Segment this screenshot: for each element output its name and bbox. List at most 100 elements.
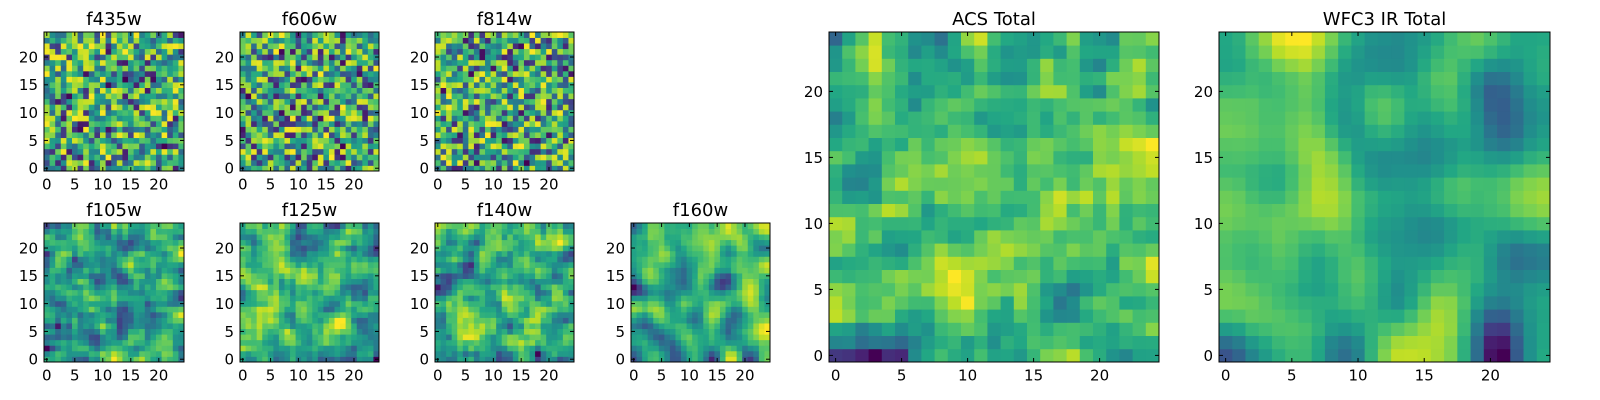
- heatmap-cell: [535, 104, 542, 111]
- heatmap-cell: [373, 132, 380, 139]
- heatmap-cell: [128, 250, 134, 257]
- heatmap-cell: [267, 339, 274, 346]
- heatmap-cell: [267, 239, 274, 246]
- heatmap-cell: [719, 278, 726, 285]
- heatmap-cell: [435, 59, 441, 66]
- heatmap-cell: [156, 289, 162, 296]
- heatmap-cell: [1093, 190, 1107, 204]
- heatmap-cell: [468, 104, 475, 111]
- heatmap-cell: [373, 223, 380, 229]
- heatmap-cell: [529, 143, 536, 150]
- heatmap-cell: [83, 334, 90, 341]
- heatmap-cell: [934, 282, 949, 297]
- heatmap-cell: [301, 109, 308, 116]
- heatmap-cell: [351, 273, 358, 279]
- heatmap-cell: [278, 261, 285, 268]
- heatmap-cell: [362, 115, 369, 122]
- heatmap-cell: [306, 250, 313, 257]
- heatmap-cell: [373, 32, 380, 38]
- heatmap-cell: [94, 59, 101, 66]
- heatmap-cell: [150, 278, 157, 285]
- heatmap-cell: [49, 65, 56, 72]
- heatmap-cell: [301, 311, 308, 318]
- heatmap-cell: [490, 82, 497, 88]
- heatmap-cell: [150, 284, 157, 291]
- heatmap-cell: [507, 43, 514, 50]
- heatmap-cell: [133, 82, 140, 88]
- heatmap-cell: [440, 261, 447, 268]
- heatmap-cell: [974, 203, 988, 218]
- heatmap-cell: [267, 154, 274, 161]
- heatmap-cell: [60, 76, 67, 83]
- heatmap-cell: [156, 323, 162, 330]
- heatmap-cell: [55, 278, 62, 285]
- heatmap-cell: [278, 37, 285, 44]
- heatmap-cell: [351, 250, 358, 257]
- heatmap-cell: [501, 87, 508, 94]
- heatmap-cell: [457, 239, 464, 246]
- heatmap-cell: [451, 350, 458, 357]
- heatmap-cell: [829, 322, 843, 336]
- heatmap-cell: [156, 345, 162, 352]
- heatmap-cell: [49, 137, 56, 144]
- heatmap-cell: [111, 65, 118, 72]
- heatmap-cell: [540, 32, 547, 38]
- heatmap-cell: [714, 300, 721, 307]
- heatmap-cell: [122, 32, 129, 38]
- heatmap-cell: [284, 37, 291, 44]
- heatmap-cell: [290, 250, 296, 257]
- heatmap-cell: [306, 32, 313, 38]
- heatmap-cell: [485, 132, 491, 139]
- heatmap-cell: [301, 223, 308, 229]
- heatmap-cell: [66, 323, 73, 330]
- heatmap-cell: [306, 104, 313, 111]
- heatmap-cell: [496, 245, 503, 252]
- heatmap-cell: [122, 289, 129, 296]
- heatmap-cell: [468, 234, 475, 241]
- heatmap-cell: [496, 223, 503, 229]
- heatmap-cell: [479, 228, 486, 235]
- heatmap-cell: [306, 82, 313, 88]
- heatmap-cell: [284, 54, 291, 61]
- heatmap-cell: [278, 132, 285, 139]
- heatmap-cell: [83, 328, 90, 335]
- heatmap-cell: [367, 228, 374, 235]
- heatmap-cell: [501, 306, 508, 313]
- heatmap-cell: [362, 154, 369, 161]
- heatmap-cell: [301, 165, 308, 172]
- heatmap-cell: [1093, 282, 1107, 297]
- heatmap-cell: [562, 300, 569, 307]
- heatmap-cell: [172, 300, 179, 307]
- heatmap-cell: [1093, 230, 1107, 244]
- heatmap-cell: [647, 345, 654, 352]
- heatmap-cell: [44, 93, 50, 100]
- heatmap-cell: [262, 109, 269, 116]
- heatmap-cell: [94, 311, 101, 318]
- heatmap-cell: [251, 154, 258, 161]
- heatmap-cell: [55, 223, 62, 229]
- heatmap-cell: [139, 143, 146, 150]
- heatmap-cell: [507, 317, 514, 324]
- heatmap-cell: [1040, 190, 1054, 204]
- heatmap-cell: [88, 76, 95, 83]
- heatmap-cell: [144, 43, 151, 50]
- heatmap-cell: [842, 230, 856, 244]
- heatmap-cell: [1106, 282, 1120, 297]
- heatmap-cell: [435, 256, 441, 263]
- heatmap-cell: [178, 132, 185, 139]
- heatmap-cell: [251, 261, 258, 268]
- heatmap-cell: [529, 234, 536, 241]
- heatmap-cell: [278, 104, 285, 111]
- heatmap-cell: [1119, 309, 1133, 323]
- heatmap-cell: [540, 70, 547, 77]
- heatmap-cell: [636, 273, 643, 279]
- heatmap-cell: [83, 228, 90, 235]
- heatmap-cell: [523, 59, 530, 66]
- heatmap-cell: [94, 267, 101, 274]
- heatmap-cell: [551, 48, 558, 55]
- heatmap-cell: [747, 328, 754, 335]
- heatmap-cell: [1027, 282, 1041, 297]
- heatmap-cell: [94, 126, 101, 133]
- heatmap-cell: [345, 87, 352, 94]
